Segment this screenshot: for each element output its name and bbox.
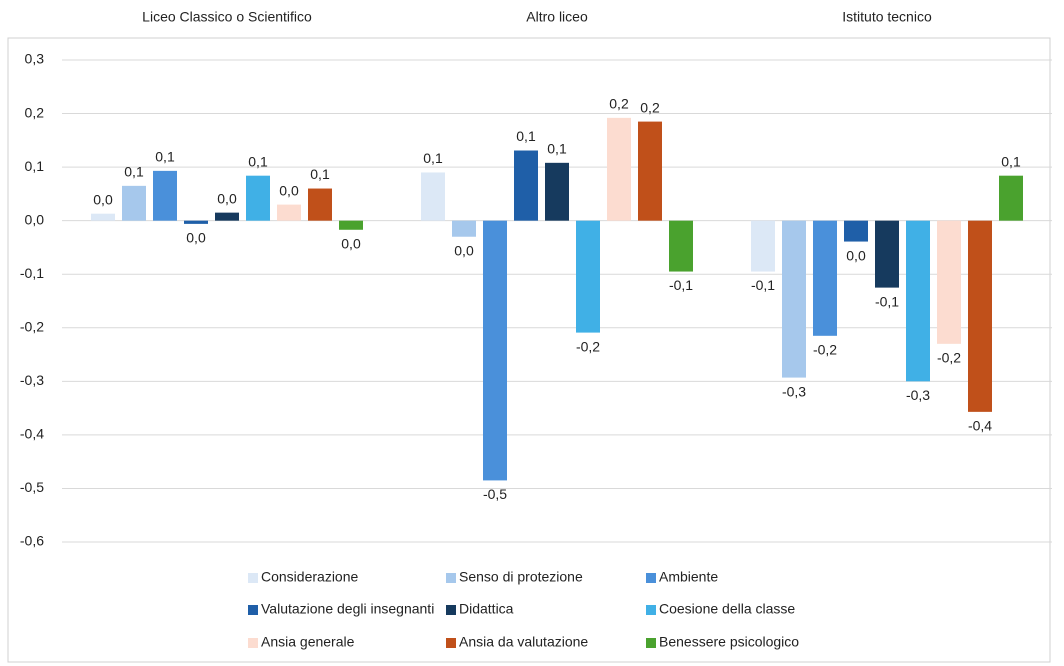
y-tick-label: -0,1 <box>20 265 44 281</box>
value-label: -0,5 <box>483 486 507 502</box>
bar <box>937 220 961 344</box>
bar <box>215 212 239 221</box>
y-tick-label: -0,3 <box>20 372 44 388</box>
chart-frame <box>7 37 1051 663</box>
legend-swatch <box>646 605 656 615</box>
bar <box>844 220 868 242</box>
y-tick-label: 0,1 <box>25 158 45 174</box>
bar <box>452 220 476 237</box>
value-label: 0,0 <box>217 190 237 206</box>
value-label: 0,1 <box>310 166 330 182</box>
value-label: 0,0 <box>846 247 866 263</box>
bar <box>421 172 445 221</box>
legend-label: Ansia da valutazione <box>459 634 588 650</box>
value-label: 0,1 <box>248 153 268 169</box>
category-label: Istituto tecnico <box>842 9 932 25</box>
value-label: 0,1 <box>547 141 567 157</box>
value-label: -0,1 <box>875 293 899 309</box>
legend-label: Considerazione <box>261 569 358 585</box>
legend-label: Didattica <box>459 601 514 617</box>
bar <box>122 185 146 221</box>
bar <box>875 220 899 288</box>
bar <box>813 220 837 336</box>
legend-swatch <box>248 573 258 583</box>
bar <box>576 220 600 333</box>
bar <box>669 220 693 272</box>
value-label: -0,4 <box>968 418 992 434</box>
bar <box>638 121 662 221</box>
value-label: -0,2 <box>937 350 961 366</box>
bar <box>968 220 992 412</box>
value-label: -0,1 <box>751 277 775 293</box>
value-label: 0,0 <box>279 182 299 198</box>
y-tick-label: 0,2 <box>25 104 45 120</box>
bar <box>277 204 301 221</box>
bar <box>545 162 569 221</box>
value-label: -0,1 <box>669 277 693 293</box>
value-label: 0,0 <box>341 235 361 251</box>
legend-swatch <box>248 638 258 648</box>
y-tick-label: -0,6 <box>20 533 44 549</box>
bar <box>751 220 775 272</box>
legend-swatch <box>446 605 456 615</box>
value-label: 0,0 <box>93 191 113 207</box>
legend-label: Ansia generale <box>261 634 355 650</box>
value-label: -0,3 <box>782 383 806 399</box>
y-tick-label: 0,3 <box>25 51 45 67</box>
value-label: 0,2 <box>640 99 660 115</box>
legend-label: Valutazione degli insegnanti <box>261 601 434 617</box>
bar <box>91 213 115 221</box>
value-label: 0,1 <box>155 149 175 165</box>
value-label: -0,3 <box>906 387 930 403</box>
legend-label: Benessere psicologico <box>659 634 799 650</box>
category-label: Altro liceo <box>526 9 588 25</box>
legend-label: Ambiente <box>659 569 718 585</box>
bar <box>184 220 208 224</box>
value-label: 0,0 <box>454 242 474 258</box>
value-label: -0,2 <box>813 342 837 358</box>
value-label: 0,0 <box>186 230 206 246</box>
legend-swatch <box>446 638 456 648</box>
legend-swatch <box>446 573 456 583</box>
y-tick-label: -0,5 <box>20 479 44 495</box>
bar <box>999 175 1023 221</box>
category-label: Liceo Classico o Scientifico <box>142 9 312 25</box>
legend-swatch <box>646 638 656 648</box>
value-label: 0,1 <box>423 150 443 166</box>
bar <box>308 188 332 221</box>
legend-label: Coesione della classe <box>659 601 795 617</box>
legend-label: Senso di protezione <box>459 569 583 585</box>
y-tick-label: -0,4 <box>20 426 44 442</box>
bar <box>514 150 538 221</box>
legend-swatch <box>646 573 656 583</box>
value-label: 0,1 <box>516 128 536 144</box>
bar <box>906 220 930 382</box>
bar <box>153 170 177 221</box>
value-label: 0,2 <box>609 96 629 112</box>
bar <box>782 220 806 378</box>
legend-swatch <box>248 605 258 615</box>
bar <box>483 220 507 481</box>
value-label: -0,2 <box>576 338 600 354</box>
value-label: 0,1 <box>1001 153 1021 169</box>
y-tick-label: 0,0 <box>25 211 45 227</box>
bar <box>607 117 631 221</box>
bar <box>246 175 270 221</box>
y-tick-label: -0,2 <box>20 318 44 334</box>
value-label: 0,1 <box>124 164 144 180</box>
bar <box>339 220 363 230</box>
